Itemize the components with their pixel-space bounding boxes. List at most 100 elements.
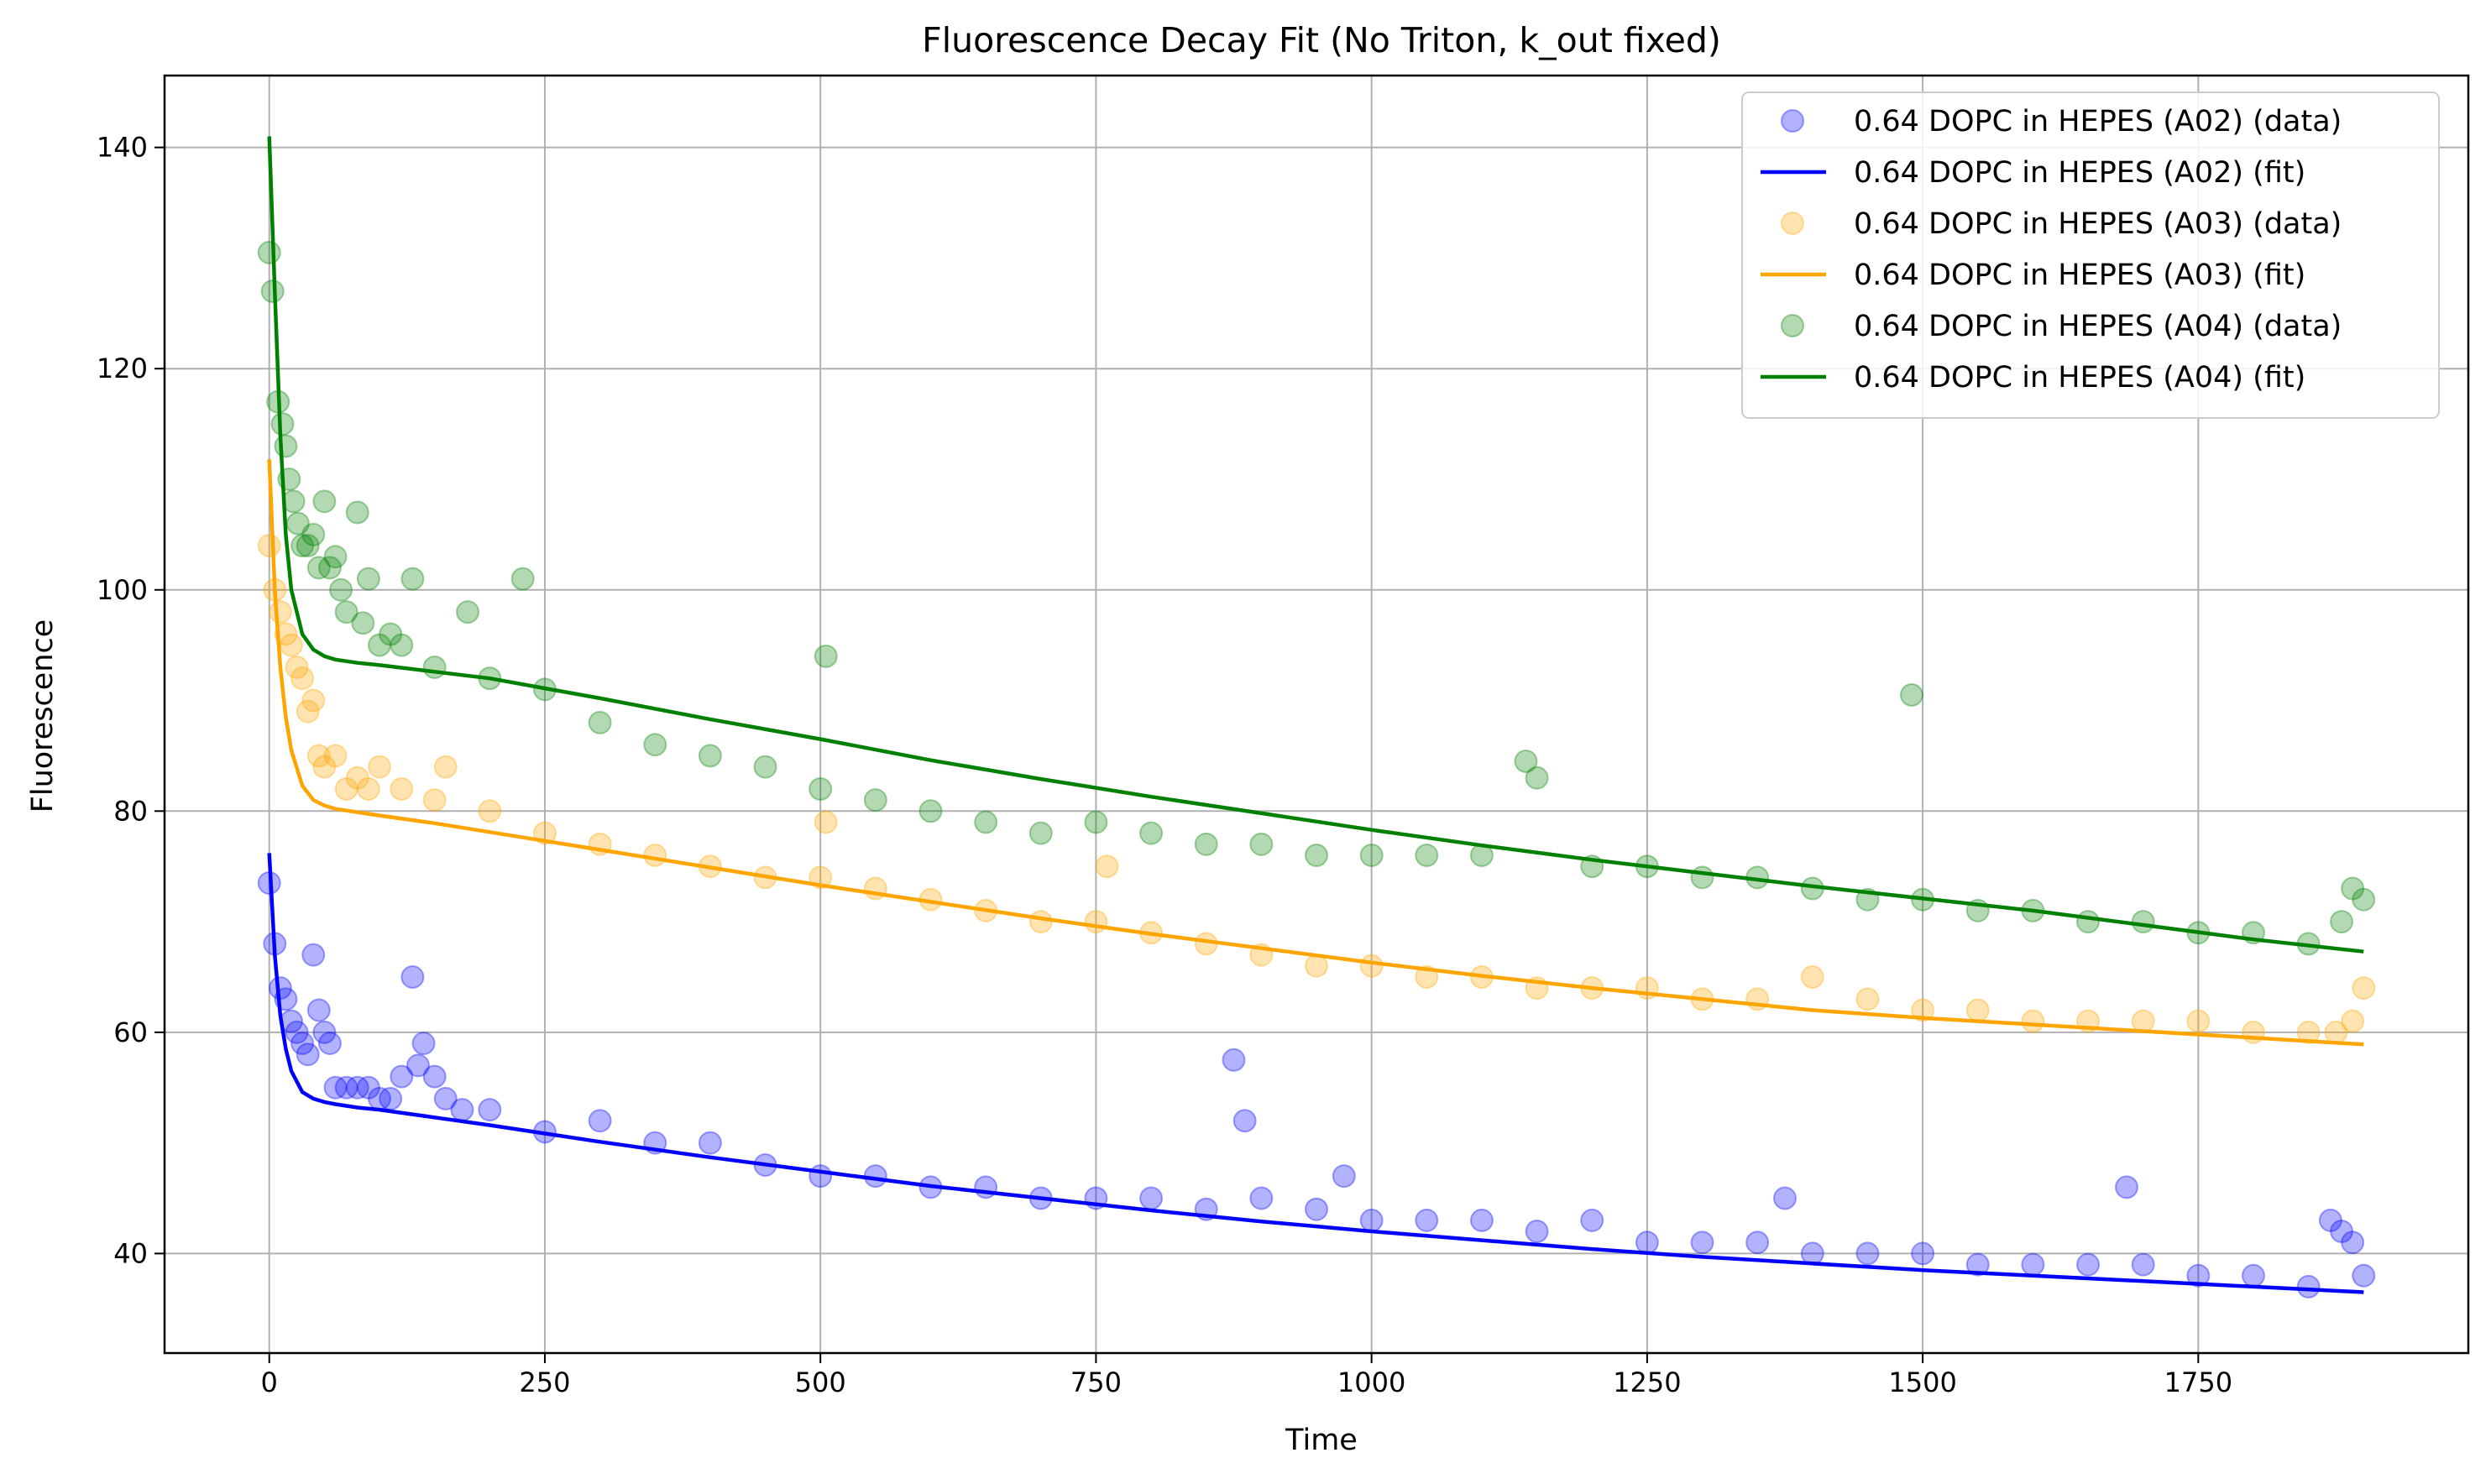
y-axis-label: Fluorescence [26, 619, 60, 813]
x-axis-label: Time [1285, 1424, 1358, 1457]
fit-line [267, 853, 2364, 1294]
data-point [478, 799, 502, 823]
data-point [2076, 1252, 2101, 1277]
x-tick-label: 1750 [2164, 1366, 2232, 1398]
data-point [1194, 832, 1218, 856]
data-point [422, 655, 447, 679]
data-point [2296, 1274, 2321, 1298]
data-point [814, 810, 838, 834]
data-point [356, 567, 380, 591]
legend-label: 0.64 DOPC in HEPES (A03) (data) [1854, 207, 2342, 241]
data-point [290, 534, 315, 558]
data-point [306, 744, 331, 768]
data-point [345, 1075, 369, 1100]
data-point [588, 1109, 612, 1133]
x-tick-label: 750 [1070, 1366, 1122, 1398]
data-point [1855, 987, 1880, 1011]
data-point [1139, 821, 1164, 845]
fit-line [267, 136, 2364, 954]
legend-label: 0.64 DOPC in HEPES (A04) (fit) [1854, 361, 2305, 395]
data-point [257, 534, 281, 558]
x-tick-label: 1500 [1888, 1366, 1956, 1398]
data-point [433, 755, 458, 779]
data-point [809, 776, 833, 801]
data-point [1232, 1109, 1257, 1133]
data-point [411, 1032, 436, 1056]
legend-marker [1781, 109, 1804, 133]
y-tick-label: 40 [113, 1237, 148, 1269]
data-point [1855, 1241, 1880, 1266]
data-point [2186, 1263, 2211, 1288]
y-tick-label: 140 [97, 132, 148, 164]
data-point [809, 1164, 833, 1189]
data-point [456, 600, 480, 624]
x-tick-label: 1000 [1337, 1366, 1405, 1398]
data-point [588, 710, 612, 734]
data-point [312, 755, 337, 779]
data-point [1965, 998, 1990, 1022]
data-point [268, 600, 292, 624]
data-point [1800, 964, 1824, 989]
data-point [285, 1020, 309, 1044]
data-point [390, 633, 414, 657]
data-point [2341, 1009, 2365, 1033]
data-point [301, 688, 326, 713]
data-point [2021, 1252, 2045, 1277]
data-point [2352, 976, 2376, 1001]
data-point [356, 776, 380, 801]
data-point [1690, 1231, 1714, 1255]
data-point [296, 534, 320, 558]
data-point [312, 489, 337, 514]
data-point [312, 1020, 337, 1044]
data-point [1745, 1231, 1770, 1255]
data-point [478, 1098, 502, 1122]
data-point [863, 788, 887, 813]
data-point [2021, 1009, 2045, 1033]
data-point [390, 776, 414, 801]
data-point [285, 655, 309, 679]
data-point [2318, 1208, 2342, 1232]
data-point [306, 556, 331, 580]
data-point [1332, 1164, 1356, 1189]
data-point [274, 434, 298, 458]
data-point [1305, 1197, 1328, 1221]
data-point [1525, 766, 1549, 790]
legend-label: 0.64 DOPC in HEPES (A02) (data) [1854, 105, 2342, 138]
data-point [334, 776, 358, 801]
data-point [974, 810, 998, 834]
data-point [510, 567, 535, 591]
x-tick-label: 500 [795, 1366, 846, 1398]
data-point [1415, 844, 1439, 868]
data-point [1690, 865, 1714, 890]
y-tick-label: 80 [113, 795, 148, 827]
legend: 0.64 DOPC in HEPES (A02) (data) 0.64 DOPC… [1741, 91, 2440, 419]
data-point [274, 622, 298, 646]
data-point [345, 500, 369, 525]
data-point [260, 279, 285, 303]
data-point [351, 611, 375, 635]
data-point [1514, 750, 1538, 774]
data-point [2341, 876, 2365, 901]
legend-label: 0.64 DOPC in HEPES (A04) (data) [1854, 310, 2342, 343]
data-point [2341, 1231, 2365, 1255]
data-point [323, 545, 348, 569]
plot-marks [257, 136, 2376, 1298]
data-point [257, 240, 281, 264]
data-point [1415, 1208, 1439, 1232]
data-point [400, 964, 425, 989]
data-point [1965, 1252, 1990, 1277]
data-point [2131, 910, 2155, 934]
legend-marker [1781, 314, 1804, 337]
data-point [1084, 810, 1108, 834]
y-tick-label: 60 [113, 1016, 148, 1048]
data-point [1635, 1231, 1659, 1255]
data-point [1359, 1208, 1384, 1232]
data-point [2330, 1220, 2354, 1244]
data-point [329, 577, 353, 602]
data-point [406, 1053, 430, 1078]
data-point [290, 666, 315, 691]
data-point [296, 699, 320, 724]
data-point [306, 998, 331, 1022]
data-point [1028, 910, 1053, 934]
data-point [643, 844, 667, 868]
